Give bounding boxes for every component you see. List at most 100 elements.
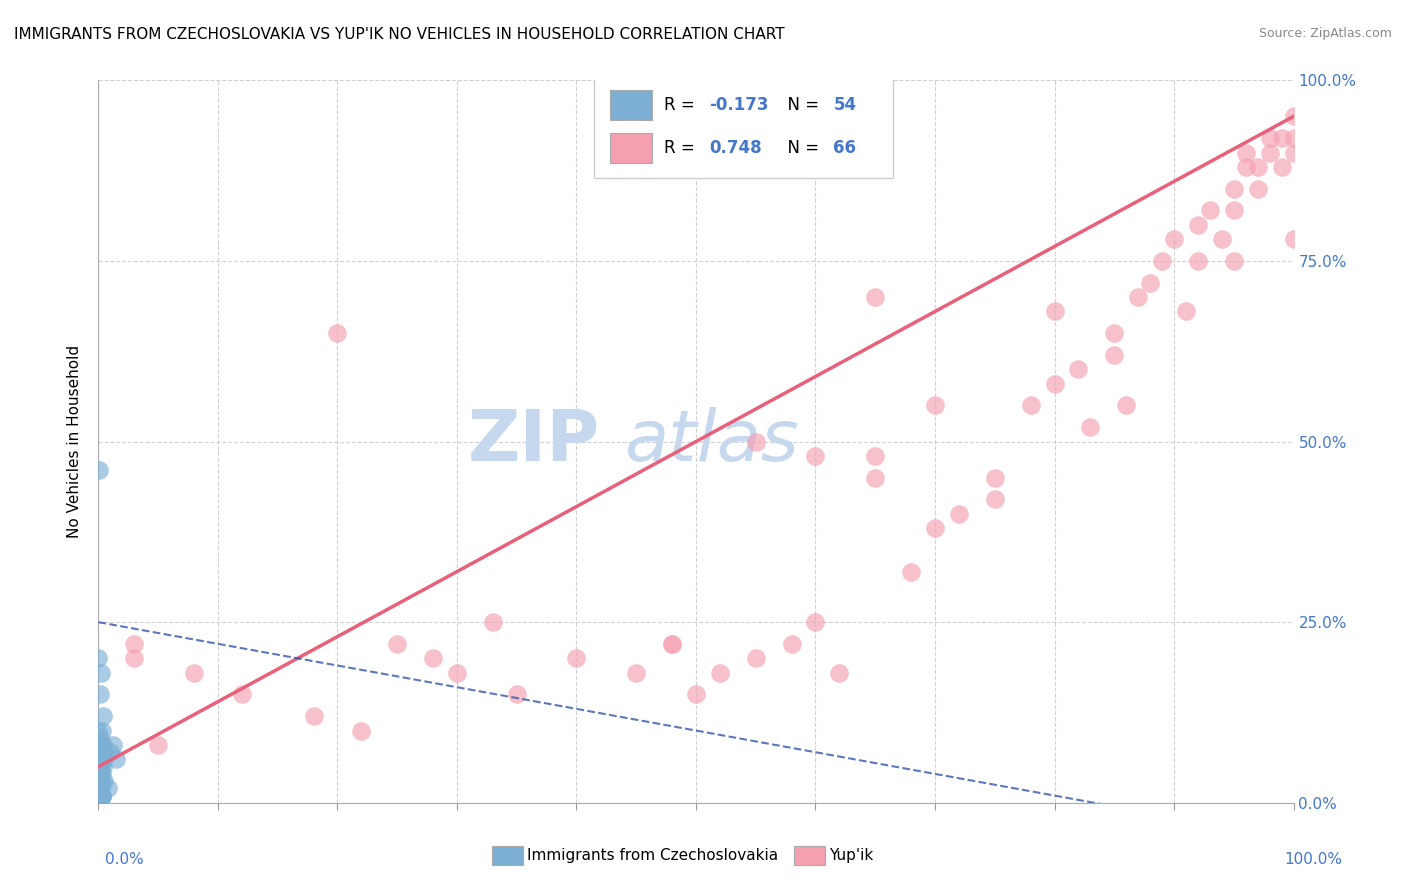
Point — [90, 738, 112, 752]
Point — [91, 789, 114, 803]
Point — [506, 687, 529, 701]
Point — [1271, 160, 1294, 174]
Point — [1234, 160, 1257, 174]
Bar — [610, 133, 652, 163]
Text: ZIP: ZIP — [468, 407, 600, 476]
Point — [89, 760, 111, 774]
Point — [87, 781, 110, 796]
Point — [948, 507, 970, 521]
Point — [89, 774, 111, 789]
Point — [87, 651, 110, 665]
Point — [685, 687, 707, 701]
Point — [101, 738, 124, 752]
Point — [90, 745, 112, 759]
Text: N =: N = — [778, 139, 824, 157]
Point — [350, 723, 373, 738]
Point — [326, 326, 349, 341]
Point — [804, 615, 827, 630]
Point — [91, 789, 114, 803]
Point — [87, 752, 110, 766]
Point — [745, 434, 768, 449]
Point — [91, 738, 114, 752]
Text: 66: 66 — [834, 139, 856, 157]
FancyBboxPatch shape — [595, 77, 893, 178]
Point — [1067, 362, 1090, 376]
Bar — [610, 90, 652, 120]
Point — [87, 789, 110, 803]
Point — [98, 745, 122, 759]
Point — [87, 752, 110, 766]
Point — [87, 767, 110, 781]
Point — [1282, 131, 1305, 145]
Point — [89, 774, 111, 789]
Point — [89, 767, 111, 781]
Point — [1223, 203, 1246, 218]
Point — [865, 471, 887, 485]
Point — [865, 290, 887, 304]
Point — [1282, 232, 1305, 246]
Point — [87, 781, 110, 796]
Point — [482, 615, 505, 630]
Text: 100.0%: 100.0% — [1285, 852, 1343, 867]
Point — [900, 565, 922, 579]
Point — [90, 665, 112, 680]
Point — [1187, 218, 1209, 232]
Point — [91, 789, 114, 803]
Text: Yup'ik: Yup'ik — [830, 848, 873, 863]
Point — [1223, 182, 1246, 196]
Point — [124, 651, 146, 665]
Point — [89, 731, 111, 745]
Y-axis label: No Vehicles in Household: No Vehicles in Household — [67, 345, 83, 538]
Point — [661, 637, 683, 651]
Point — [1187, 253, 1209, 268]
Point — [90, 781, 112, 796]
Point — [1043, 304, 1066, 318]
Point — [91, 709, 114, 723]
Text: R =: R = — [664, 95, 700, 114]
Point — [93, 745, 115, 759]
Point — [1258, 145, 1281, 160]
Text: Source: ZipAtlas.com: Source: ZipAtlas.com — [1258, 27, 1392, 40]
Point — [924, 521, 946, 535]
Point — [87, 463, 110, 477]
Point — [90, 774, 112, 789]
Point — [1247, 182, 1270, 196]
Point — [90, 774, 112, 789]
Point — [446, 665, 468, 680]
Point — [1247, 160, 1270, 174]
Point — [984, 492, 1007, 507]
Point — [1199, 203, 1222, 218]
Point — [89, 781, 111, 796]
Point — [90, 774, 112, 789]
Point — [422, 651, 444, 665]
Point — [1282, 145, 1305, 160]
Point — [780, 637, 803, 651]
Point — [89, 767, 111, 781]
Point — [87, 774, 110, 789]
Point — [87, 781, 110, 796]
Point — [124, 637, 146, 651]
Point — [87, 781, 110, 796]
Point — [90, 745, 112, 759]
Point — [1211, 232, 1233, 246]
Text: Immigrants from Czechoslovakia: Immigrants from Czechoslovakia — [527, 848, 779, 863]
Point — [90, 789, 112, 803]
Point — [984, 471, 1007, 485]
Point — [709, 665, 731, 680]
Point — [93, 752, 115, 766]
Point — [93, 774, 115, 789]
Point — [89, 738, 111, 752]
Point — [828, 665, 851, 680]
Point — [1234, 145, 1257, 160]
Point — [1163, 232, 1185, 246]
Point — [1019, 398, 1042, 412]
Text: IMMIGRANTS FROM CZECHOSLOVAKIA VS YUP'IK NO VEHICLES IN HOUSEHOLD CORRELATION CH: IMMIGRANTS FROM CZECHOSLOVAKIA VS YUP'IK… — [14, 27, 785, 42]
Text: -0.173: -0.173 — [709, 95, 769, 114]
Point — [1152, 253, 1174, 268]
Point — [91, 760, 114, 774]
Text: N =: N = — [778, 95, 824, 114]
Point — [183, 665, 205, 680]
Point — [89, 687, 111, 701]
Point — [148, 738, 170, 752]
Point — [804, 449, 827, 463]
